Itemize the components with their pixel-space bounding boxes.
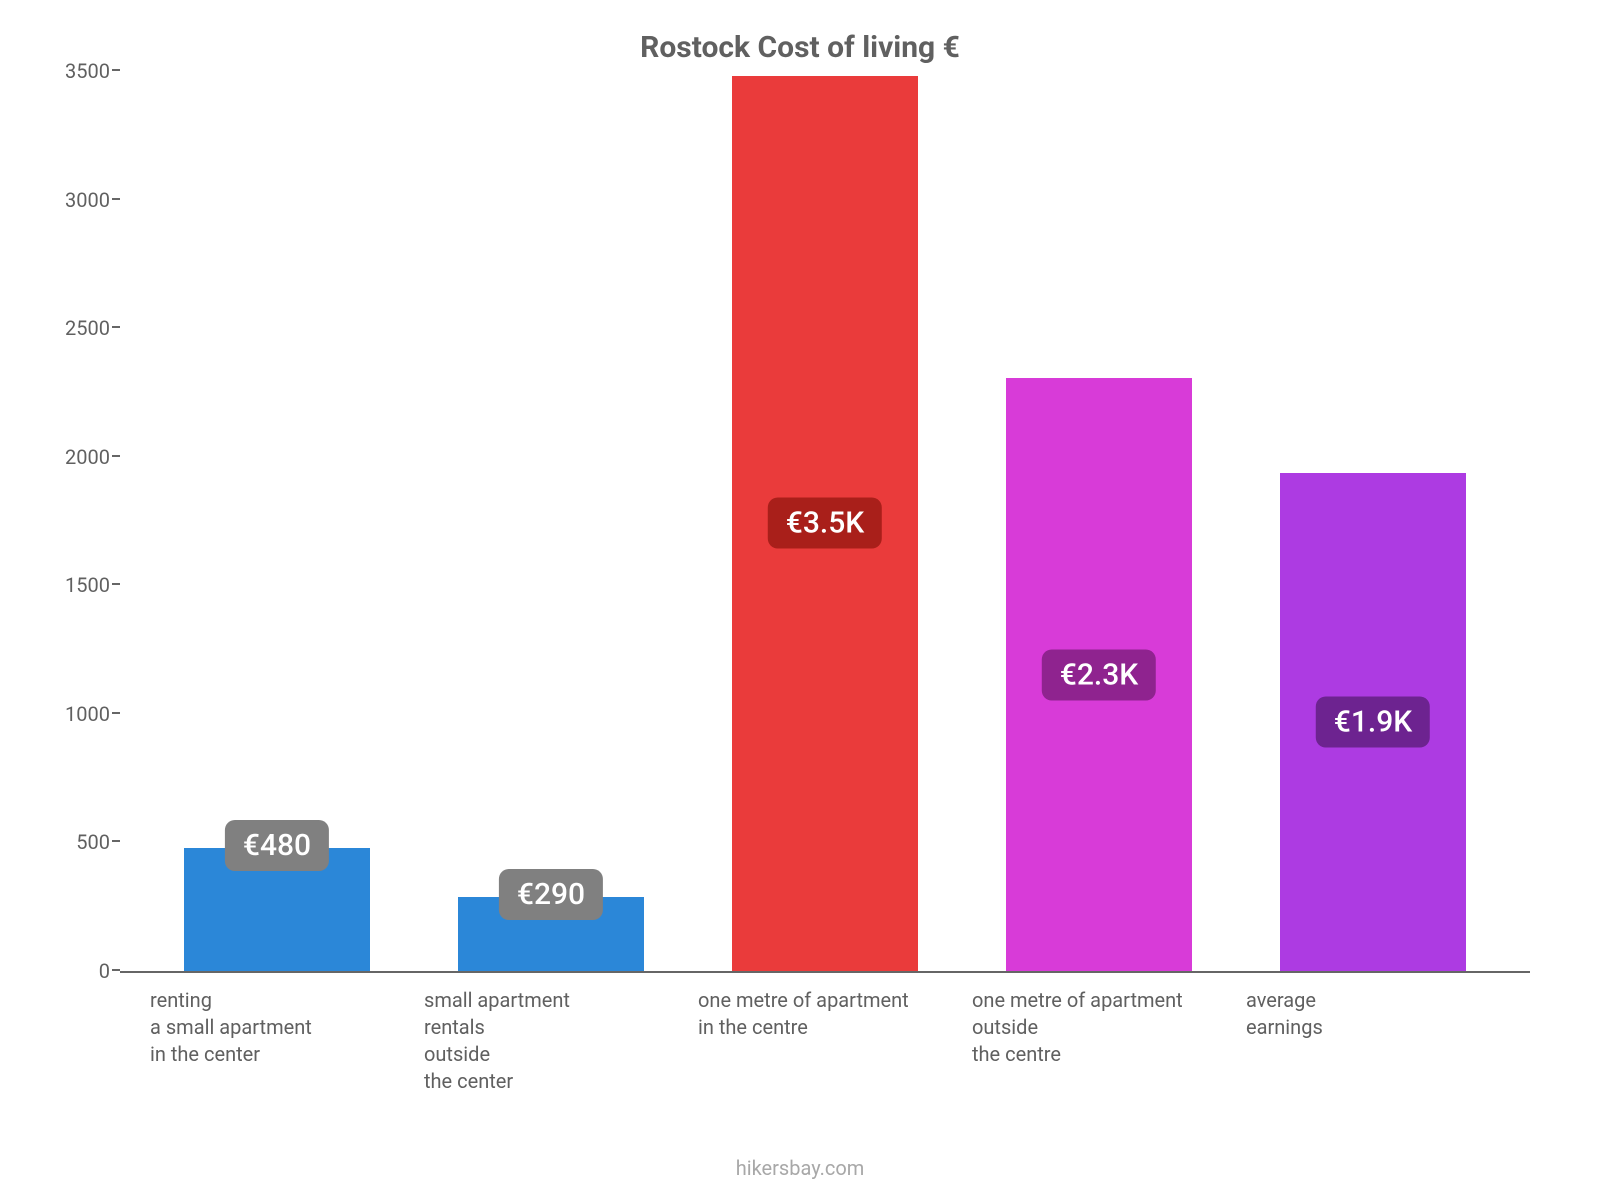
y-tick-label: 3000 [50, 188, 110, 212]
value-badge: €290 [499, 869, 603, 920]
chart-container: Rostock Cost of living € 0 500 1000 1500 200… [0, 0, 1600, 1200]
y-tick-mark [112, 840, 120, 842]
plot-area: 0500100015002000250030003500 €480€290€3.… [120, 73, 1530, 973]
y-axis: 0500100015002000250030003500 [50, 73, 110, 971]
x-tick-label: one metre of apartment outside the centr… [962, 987, 1236, 1095]
value-badge: €3.5K [768, 498, 882, 549]
x-tick-label: average earnings [1236, 987, 1510, 1095]
value-badge: €480 [225, 820, 329, 871]
x-tick-label: renting a small apartment in the center [140, 987, 414, 1095]
bar: €2.3K [1006, 378, 1192, 971]
y-tick-label: 2000 [50, 445, 110, 469]
x-tick-label: one metre of apartment in the centre [688, 987, 962, 1095]
watermark: hikersbay.com [0, 1156, 1600, 1180]
y-tick-label: 1000 [50, 702, 110, 726]
bar-slot: €3.5K [688, 73, 962, 971]
bar-slot: €290 [414, 73, 688, 971]
bar: €1.9K [1280, 473, 1466, 971]
y-tick-label: 3500 [50, 59, 110, 83]
y-tick-mark [112, 198, 120, 200]
x-axis-labels: renting a small apartment in the centers… [120, 973, 1530, 1095]
y-tick-label: 2500 [50, 316, 110, 340]
y-tick-label: 500 [50, 830, 110, 854]
bar-slot: €2.3K [962, 73, 1236, 971]
y-tick-mark [112, 583, 120, 585]
bars-group: €480 €290 €3.5K €2.3K €1.9K [120, 73, 1530, 971]
y-tick-label: 1500 [50, 573, 110, 597]
bar-slot: €1.9K [1236, 73, 1510, 971]
value-badge: €2.3K [1042, 649, 1156, 700]
x-tick-label: small apartment rentals outside the cent… [414, 987, 688, 1095]
y-tick-label: 0 [50, 959, 110, 983]
y-tick-mark [112, 326, 120, 328]
bar: €480 [184, 848, 370, 971]
y-tick-mark [112, 712, 120, 714]
y-tick-mark [112, 69, 120, 71]
y-tick-mark [112, 455, 120, 457]
bar: €3.5K [732, 76, 918, 971]
bar-slot: €480 [140, 73, 414, 971]
value-badge: €1.9K [1316, 697, 1430, 748]
chart-title: Rostock Cost of living € [50, 30, 1550, 65]
bar: €290 [458, 897, 644, 971]
y-tick-mark [112, 969, 120, 971]
